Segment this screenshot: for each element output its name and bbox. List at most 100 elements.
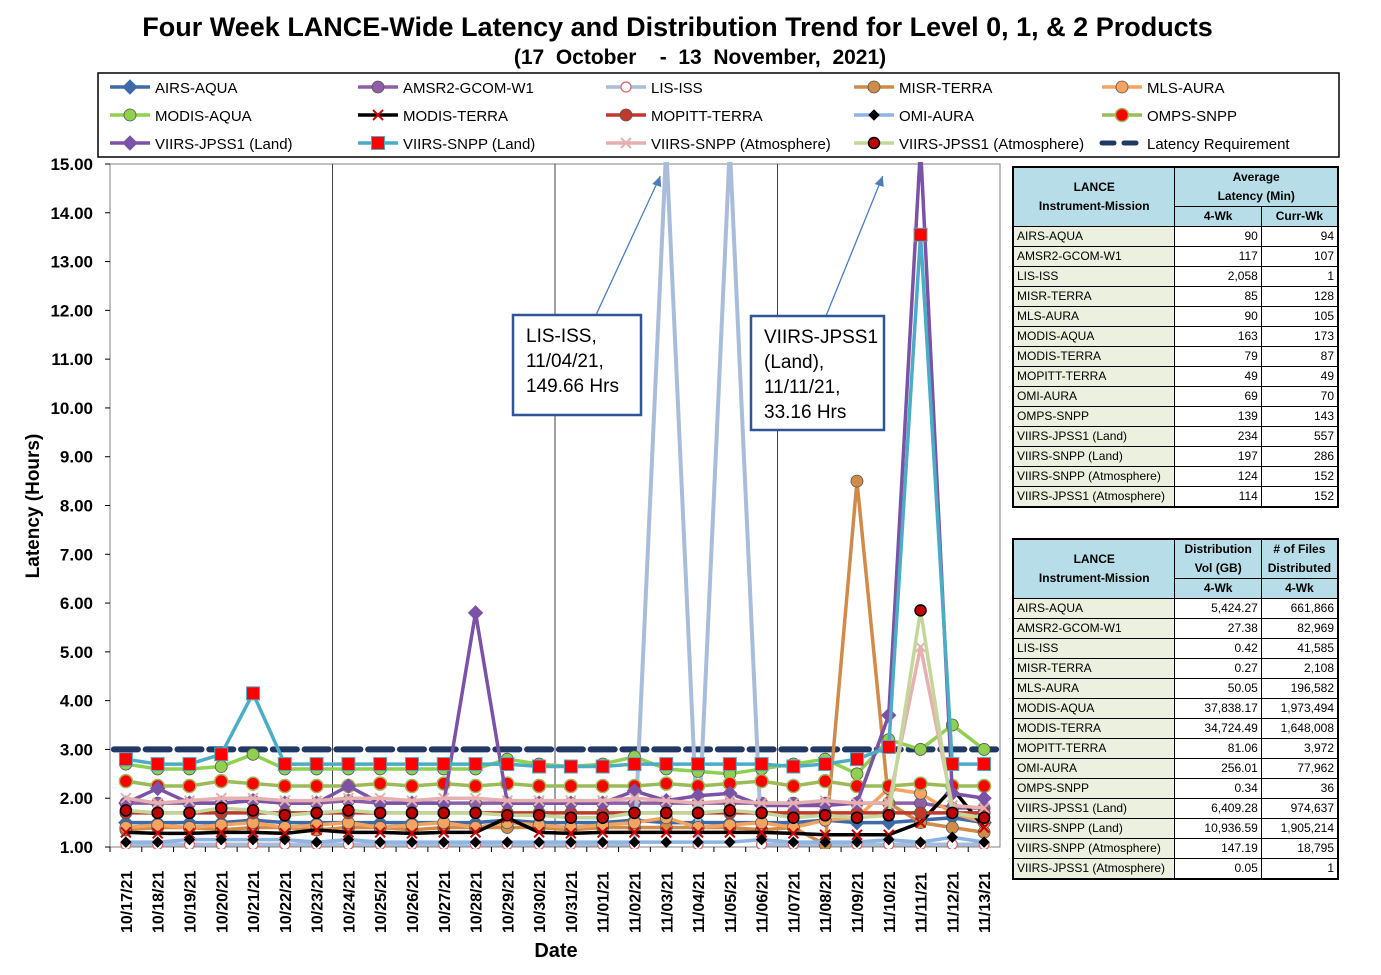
data-point [372,776,388,791]
data-point [976,790,992,806]
header-line: Instrument-Mission [1038,571,1150,585]
legend-entry: VIIRS-JPSS1 (Land) [110,135,293,153]
data-point [787,797,800,809]
x-tick-label: 10/24/21 [341,871,358,933]
x-tick-label: 10/22/21 [278,871,295,933]
data-point [123,108,137,122]
files-distributed: 3,972 [1260,738,1339,759]
annotation-text: 11/11/21, [764,377,840,398]
latency-4wk: 90 [1174,306,1262,327]
data-point [692,826,704,839]
legend-entry: VIIRS-SNPP (Land) [358,136,535,153]
mission-name: VIIRS-SNPP (Atmosphere) [1012,466,1176,487]
data-point [469,836,482,848]
data-point [277,778,293,794]
data-point [620,81,632,93]
x-tick-label: 11/09/21 [850,872,867,934]
table-row: MODIS-TERRA 34,724.49 1,648,008 [1012,718,1339,739]
table-row: MODIS-AQUA 163 173 [1012,326,1339,347]
data-point [596,826,609,839]
series-line [125,479,985,847]
mission-name: MISR-TERRA [1012,658,1176,679]
distribution-volume: 34,724.49 [1174,718,1262,739]
legend-entry: MOPITT-TERRA [606,108,763,125]
mission-name: MLS-AURA [1012,306,1176,327]
latency-currwk: 557 [1260,426,1339,447]
data-point [913,227,928,242]
legend-entry: MODIS-AQUA [110,108,252,125]
data-point [563,759,578,774]
files-distributed: 41,585 [1260,638,1339,659]
x-tick-label: 11/04/21 [691,872,708,934]
data-point [787,827,800,840]
x-tick-label: 10/27/21 [437,871,454,933]
legend-entry: MISR-TERRA [854,80,992,97]
data-point [374,792,386,804]
data-point [849,752,864,767]
data-point [151,797,164,809]
data-point [404,778,420,794]
latency-subheader-4wk: 4-Wk [1174,206,1262,227]
data-point [563,778,579,794]
data-point [151,836,164,848]
mission-name: MISR-TERRA [1012,286,1176,307]
x-tick-label: 11/11/21 [914,872,931,933]
latency-currwk: 105 [1260,306,1339,327]
data-point [183,806,196,820]
data-point [724,826,736,839]
data-point [532,809,546,822]
data-point [1115,80,1129,94]
header-line: Average [1232,170,1280,184]
mission-name: OMPS-SNPP [1012,406,1176,427]
data-point [119,804,133,817]
data-point [436,757,451,772]
latency-4wk: 2,058 [1174,266,1262,287]
data-point [279,833,291,846]
data-point [373,806,387,820]
latency-currwk: 49 [1260,366,1339,387]
distribution-volume: 81.06 [1174,738,1262,759]
data-point [404,757,419,772]
annotation-text: 149.66 Hrs [526,376,619,397]
latency-4wk: 69 [1174,386,1262,407]
table-row: OMI-AURA 256.01 77,962 [1012,758,1339,779]
table-row: AIRS-AQUA 90 94 [1012,226,1339,247]
distribution-volume: 6,409.28 [1174,798,1262,819]
legend-label: OMI-AURA [899,108,974,125]
data-point [565,827,577,840]
plot-axes: 1.00 2.00 3.00 4.00 5.00 6.00 7.00 8.00 9.00 10.0… [23,155,994,962]
data-point [182,778,197,794]
data-point [914,743,927,756]
dist-subheader-4wk: 4-Wk [1174,578,1262,599]
files-distributed: 18,795 [1260,838,1339,859]
distribution-volume: 0.34 [1174,778,1262,799]
y-tick-label: 8.00 [60,497,93,516]
distribution-volume: 50.05 [1174,678,1262,699]
data-point [914,836,927,848]
distribution-volume: 37,838.17 [1174,698,1262,719]
data-point [247,826,259,839]
data-point [596,811,609,824]
data-point [406,794,418,807]
data-point [468,757,483,772]
dist-header-volume: Distribution Vol (GB) [1174,538,1262,579]
data-point [501,836,514,848]
data-point [660,826,672,839]
data-point [850,474,864,488]
data-point [595,778,610,794]
files-distributed: 1,905,214 [1260,818,1339,839]
data-point [819,829,831,841]
mission-name: OMI-AURA [1012,758,1176,779]
data-point [246,747,260,761]
x-tick-label: 11/13/21 [977,872,994,934]
data-point [754,773,769,789]
x-tick-label: 11/03/21 [659,872,676,934]
data-point [786,778,801,794]
data-point [215,801,228,815]
files-distributed: 196,582 [1260,678,1339,699]
data-point [660,806,673,820]
plot-grid [109,163,1001,848]
data-point [850,811,864,824]
mission-name: MODIS-AQUA [1012,326,1176,347]
y-tick-label: 15.00 [50,155,93,174]
